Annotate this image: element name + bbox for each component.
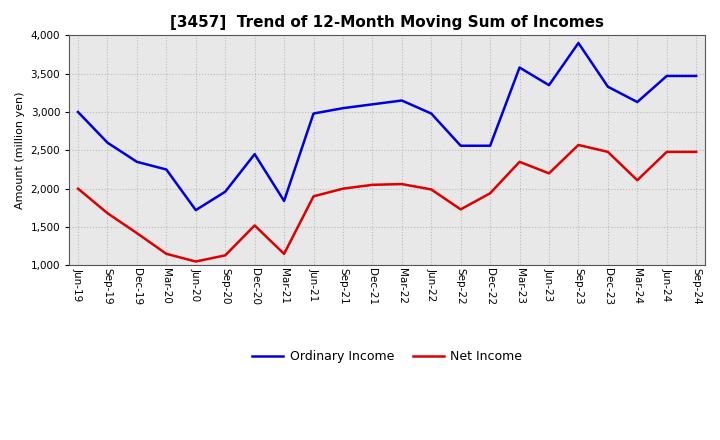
Ordinary Income — [73, 110, 82, 115]
Ordinary Income — [427, 111, 436, 116]
Net Income — [603, 149, 612, 154]
Ordinary Income — [309, 111, 318, 116]
Ordinary Income — [516, 65, 524, 70]
Ordinary Income — [192, 208, 200, 213]
Ordinary Income — [221, 189, 230, 194]
Y-axis label: Amount (million yen): Amount (million yen) — [15, 92, 25, 209]
Ordinary Income — [692, 73, 701, 79]
Ordinary Income — [103, 140, 112, 145]
Ordinary Income — [162, 167, 171, 172]
Ordinary Income — [544, 83, 553, 88]
Net Income — [427, 187, 436, 192]
Ordinary Income — [662, 73, 671, 79]
Ordinary Income — [486, 143, 495, 148]
Line: Ordinary Income: Ordinary Income — [78, 43, 696, 210]
Net Income — [221, 253, 230, 258]
Line: Net Income: Net Income — [78, 145, 696, 261]
Net Income — [251, 223, 259, 228]
Legend: Ordinary Income, Net Income: Ordinary Income, Net Income — [247, 345, 527, 368]
Net Income — [73, 186, 82, 191]
Net Income — [103, 211, 112, 216]
Ordinary Income — [251, 151, 259, 157]
Net Income — [662, 149, 671, 154]
Ordinary Income — [633, 99, 642, 105]
Ordinary Income — [132, 159, 141, 165]
Ordinary Income — [397, 98, 406, 103]
Net Income — [309, 194, 318, 199]
Ordinary Income — [368, 102, 377, 107]
Ordinary Income — [338, 106, 347, 111]
Net Income — [132, 231, 141, 236]
Net Income — [368, 182, 377, 187]
Net Income — [280, 251, 289, 257]
Net Income — [456, 207, 465, 212]
Net Income — [692, 149, 701, 154]
Net Income — [544, 171, 553, 176]
Net Income — [486, 191, 495, 196]
Net Income — [633, 178, 642, 183]
Net Income — [516, 159, 524, 165]
Net Income — [192, 259, 200, 264]
Net Income — [338, 186, 347, 191]
Ordinary Income — [280, 198, 289, 204]
Ordinary Income — [456, 143, 465, 148]
Title: [3457]  Trend of 12-Month Moving Sum of Incomes: [3457] Trend of 12-Month Moving Sum of I… — [170, 15, 604, 30]
Net Income — [162, 251, 171, 257]
Net Income — [397, 181, 406, 187]
Ordinary Income — [603, 84, 612, 89]
Ordinary Income — [574, 40, 582, 46]
Net Income — [574, 142, 582, 147]
